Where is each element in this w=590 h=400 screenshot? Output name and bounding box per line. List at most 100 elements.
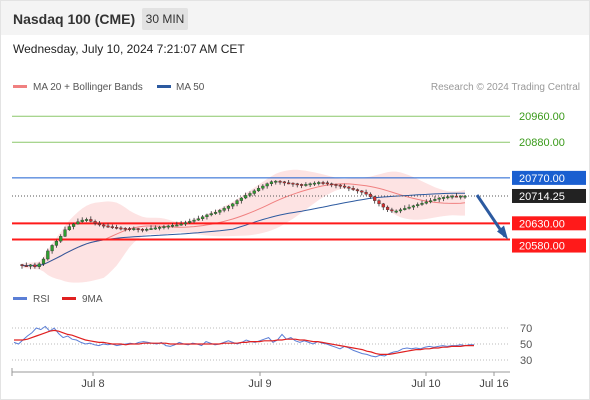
candle-body — [205, 214, 209, 218]
candle-body — [360, 190, 364, 193]
time-tick-label: Jul 16 — [479, 378, 508, 390]
candle-body — [282, 181, 286, 184]
candle-body — [398, 209, 403, 212]
candle-body — [334, 184, 338, 186]
candle-body — [416, 204, 420, 206]
candle-body — [265, 183, 269, 187]
level-label-target: 20960.00 — [519, 111, 565, 123]
candle-body — [127, 228, 132, 230]
candle-body — [428, 200, 433, 203]
candle-body — [364, 191, 368, 195]
candle-body — [106, 225, 110, 228]
candle-body — [433, 199, 437, 201]
candle-body — [37, 263, 41, 268]
candle-body — [102, 224, 106, 227]
candle-body — [390, 209, 394, 212]
candle-body — [454, 195, 458, 198]
level-label-support: 20630.00 — [519, 218, 565, 230]
candle-body — [377, 200, 381, 205]
rsi-tick-label: 50 — [520, 339, 532, 351]
rsi-ma-legend-label: 9MA — [82, 294, 103, 305]
candle-body — [299, 184, 304, 186]
candle-body — [295, 183, 299, 186]
candle-body — [89, 219, 93, 222]
rsi-legend-label: RSI — [33, 294, 50, 305]
research-credit: Research © 2024 Trading Central — [431, 82, 580, 93]
candle-body — [76, 221, 80, 225]
candle-body — [192, 219, 196, 222]
time-axis: Jul 8 Jul 9 Jul 10 Jul 16 — [11, 368, 510, 390]
candle-body — [162, 226, 166, 228]
candle-body — [261, 185, 265, 189]
candle-body — [145, 228, 149, 231]
candle-body — [252, 190, 256, 194]
candle-body — [136, 228, 140, 230]
ma50-legend-label: MA 50 — [176, 82, 205, 93]
candle-body — [312, 182, 317, 185]
candle-body — [321, 182, 325, 184]
candle-body — [355, 189, 360, 192]
rsi-tick-label: 30 — [520, 355, 532, 367]
candle-body — [403, 208, 407, 210]
candle-body — [72, 223, 76, 227]
timeframe-button[interactable]: 30 MIN — [142, 8, 188, 30]
candle-body — [459, 195, 463, 198]
candle-body — [256, 188, 261, 192]
candle-body — [132, 228, 136, 230]
candle-body — [166, 225, 170, 228]
rsi-plot: 70 50 30 — [12, 323, 532, 367]
candle-body — [183, 222, 188, 225]
forecast-arrow-head — [497, 225, 508, 240]
chart-header: Nasdaq 100 (CME) 30 MIN — [1, 1, 589, 35]
candle-body — [54, 240, 59, 246]
ma50-line — [21, 192, 465, 267]
candle-body — [231, 203, 235, 207]
last-price-tag — [512, 188, 586, 203]
candle-body — [67, 226, 71, 231]
candle-body — [437, 197, 441, 200]
candle-body — [59, 236, 63, 242]
candle-body — [213, 212, 218, 214]
candle-body — [411, 205, 415, 208]
ma50-legend-swatch — [157, 85, 171, 88]
candle-body — [450, 195, 454, 198]
candle-body — [278, 180, 282, 183]
report-datetime: Wednesday, July 10, 2024 7:21:07 AM CET — [13, 42, 245, 56]
candle-body — [29, 264, 33, 267]
candle-body — [291, 182, 295, 185]
candle-body — [244, 195, 248, 199]
candle-body — [209, 213, 213, 216]
candle-body — [84, 219, 89, 221]
candle-body — [41, 258, 46, 265]
candle-body — [170, 225, 175, 227]
candle-body — [24, 265, 28, 267]
candle-body — [274, 180, 278, 183]
candle-body — [175, 224, 179, 227]
level-label-support: 20580.00 — [519, 241, 565, 253]
candle-body — [347, 186, 351, 189]
candle-body — [317, 182, 321, 184]
candle-body — [153, 227, 157, 230]
rsi-tick-label: 70 — [520, 323, 532, 335]
candle-body — [248, 193, 252, 196]
time-tick-label: Jul 8 — [81, 378, 104, 390]
ma20-legend-label: MA 20 + Bollinger Bands — [33, 82, 143, 93]
candle-body — [407, 206, 411, 209]
candle-body — [188, 221, 192, 223]
candle-body — [46, 250, 50, 260]
level-label-pivot: 20770.00 — [519, 173, 565, 185]
candle-body — [179, 223, 183, 226]
candle-body — [381, 203, 385, 208]
candle-body — [33, 264, 37, 268]
candle-body — [368, 193, 372, 197]
candle-body — [97, 223, 102, 226]
candle-body — [269, 181, 274, 184]
last-price-label: 20714.25 — [519, 191, 565, 203]
candle-body — [424, 201, 428, 204]
candle-body — [80, 219, 84, 222]
candle-body — [239, 197, 243, 201]
level-label-target: 20880.00 — [519, 137, 565, 149]
candle-body — [463, 195, 467, 198]
candle-body — [330, 183, 334, 186]
candle-body — [394, 210, 398, 213]
